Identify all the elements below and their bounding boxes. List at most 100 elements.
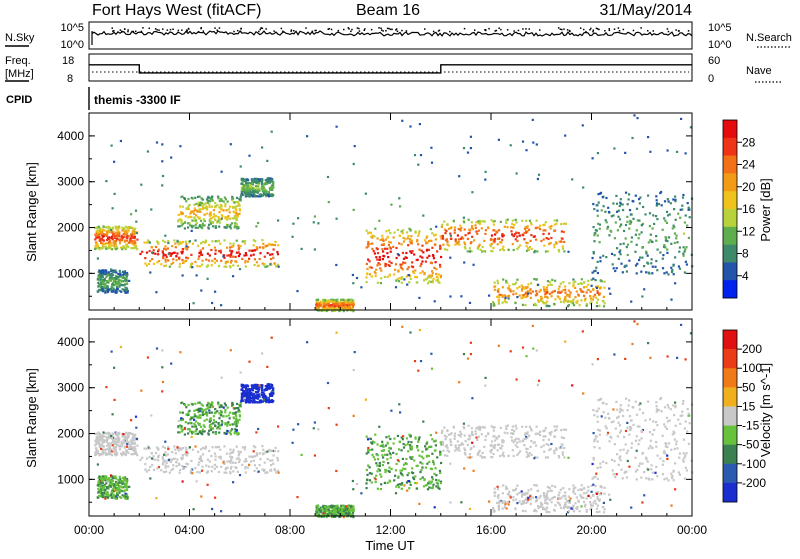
power-point bbox=[645, 271, 647, 273]
velocity-point bbox=[125, 432, 127, 434]
power-point bbox=[111, 291, 113, 293]
velocity-point bbox=[217, 423, 219, 425]
power-point bbox=[599, 257, 601, 259]
velocity-point bbox=[393, 438, 395, 440]
power-point bbox=[627, 244, 629, 246]
power-point bbox=[232, 275, 234, 277]
velocity-point bbox=[112, 493, 114, 495]
power-point bbox=[679, 247, 681, 249]
power-point bbox=[471, 227, 473, 229]
power-point bbox=[518, 232, 520, 234]
velocity-point bbox=[502, 452, 504, 454]
power-point bbox=[596, 210, 598, 212]
power-point bbox=[160, 263, 162, 265]
power-point bbox=[382, 250, 384, 252]
velocity-point bbox=[115, 478, 117, 480]
power-point bbox=[502, 278, 504, 280]
power-point bbox=[471, 221, 473, 223]
power-point bbox=[259, 194, 261, 196]
power-point bbox=[103, 286, 105, 288]
power-point bbox=[331, 308, 333, 310]
power-point bbox=[328, 201, 330, 203]
velocity-point bbox=[270, 392, 272, 394]
nsearch-point bbox=[261, 27, 263, 29]
power-point bbox=[478, 230, 480, 232]
power-point bbox=[264, 266, 266, 268]
station-title: Fort Hays West (fitACF) bbox=[92, 2, 262, 19]
power-point bbox=[110, 229, 112, 231]
velocity-point bbox=[170, 459, 172, 461]
power-point bbox=[257, 192, 259, 194]
velocity-point bbox=[512, 449, 514, 451]
power-point bbox=[612, 202, 614, 204]
velocity-point bbox=[262, 449, 264, 451]
velocity-point bbox=[365, 482, 367, 484]
velocity-point bbox=[144, 463, 146, 465]
power-point bbox=[515, 293, 517, 295]
velocity-point bbox=[379, 473, 381, 475]
velocity-point bbox=[436, 482, 438, 484]
velocity-point bbox=[237, 432, 239, 434]
power-point bbox=[525, 220, 527, 222]
power-point bbox=[635, 264, 637, 266]
velocity-point bbox=[158, 455, 160, 457]
velocity-point bbox=[96, 452, 98, 454]
velocity-point bbox=[200, 460, 202, 462]
power-point bbox=[657, 249, 659, 251]
velocity-point bbox=[107, 496, 109, 498]
power-point bbox=[264, 245, 266, 247]
velocity-point bbox=[163, 459, 165, 461]
velocity-point bbox=[128, 435, 130, 437]
power-point bbox=[189, 216, 191, 218]
power-point bbox=[636, 244, 638, 246]
velocity-point bbox=[204, 420, 206, 422]
power-point bbox=[200, 254, 202, 256]
power-point bbox=[151, 258, 153, 260]
velocity-point bbox=[439, 451, 441, 453]
power-point bbox=[250, 254, 252, 256]
power-point bbox=[178, 214, 180, 216]
power-point bbox=[209, 215, 211, 217]
power-point bbox=[560, 301, 562, 303]
power-point bbox=[224, 205, 226, 207]
velocity-point bbox=[164, 451, 166, 453]
velocity-point bbox=[388, 470, 390, 472]
power-point bbox=[173, 239, 175, 241]
power-point bbox=[502, 246, 504, 248]
velocity-point bbox=[167, 453, 169, 455]
power-point bbox=[493, 303, 495, 305]
power-point bbox=[200, 251, 202, 253]
velocity-point bbox=[245, 460, 247, 462]
power-point bbox=[277, 219, 279, 221]
velocity-point bbox=[371, 481, 373, 483]
power-point bbox=[235, 224, 237, 226]
power-point bbox=[670, 243, 672, 245]
power-point bbox=[593, 251, 595, 253]
velocity-point bbox=[250, 397, 252, 399]
nsearch-point bbox=[348, 28, 350, 30]
velocity-point bbox=[182, 454, 184, 456]
power-point bbox=[515, 238, 517, 240]
velocity-point bbox=[256, 387, 258, 389]
power-point bbox=[407, 244, 409, 246]
power-point bbox=[626, 216, 628, 218]
power-point bbox=[562, 248, 564, 250]
power-point bbox=[256, 246, 258, 248]
velocity-point bbox=[212, 431, 214, 433]
power-point bbox=[533, 251, 535, 253]
power-point bbox=[201, 264, 203, 266]
power-point bbox=[393, 273, 395, 275]
nsearch-point bbox=[569, 31, 571, 32]
velocity-point bbox=[340, 507, 342, 509]
power-point bbox=[221, 216, 223, 218]
velocity-point bbox=[245, 394, 247, 396]
velocity-point bbox=[120, 497, 122, 499]
power-point bbox=[229, 218, 231, 220]
power-point bbox=[416, 276, 418, 278]
power-point bbox=[102, 288, 104, 290]
power-point bbox=[155, 291, 157, 293]
velocity-point bbox=[439, 470, 441, 472]
velocity-point bbox=[471, 431, 473, 433]
velocity-point bbox=[375, 478, 377, 480]
velocity-point bbox=[388, 435, 390, 437]
